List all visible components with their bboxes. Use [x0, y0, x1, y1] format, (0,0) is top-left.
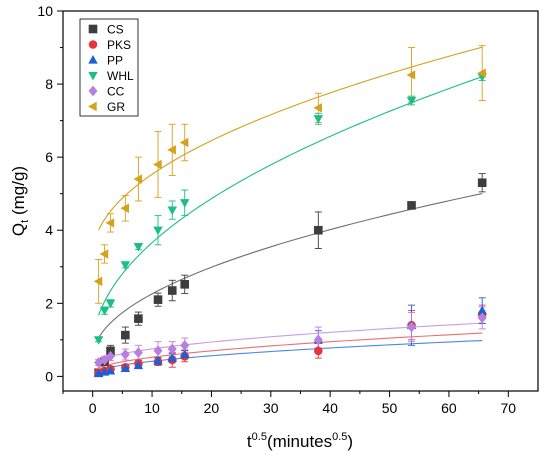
point-gr	[133, 174, 143, 184]
point-whl	[120, 261, 131, 270]
point-pp	[153, 356, 163, 365]
point-gr	[313, 103, 322, 113]
legend-marker-pks	[88, 40, 98, 49]
point-whl	[105, 299, 116, 309]
legend-label-gr: GR	[107, 100, 125, 114]
point-cs	[134, 314, 143, 323]
point-pp	[133, 360, 144, 370]
point-gr	[477, 68, 486, 78]
point-pp	[179, 349, 190, 359]
point-whl	[167, 206, 177, 216]
point-cs	[180, 280, 190, 289]
legend-label-cc: CC	[107, 85, 125, 99]
x-tick-label: 10	[144, 400, 160, 416]
y-tick-label: 4	[45, 222, 53, 238]
plot-area	[62, 10, 539, 392]
y-tick-label: 0	[45, 368, 53, 384]
y-axis-label-rest: (mg/g)	[9, 166, 28, 220]
point-cc	[313, 334, 323, 346]
point-gr	[406, 70, 416, 80]
fit-curve-cs	[98, 193, 483, 339]
point-pp	[120, 363, 131, 373]
point-cs	[121, 330, 130, 340]
y-tick-label: 6	[45, 149, 53, 165]
fit-curve-whl	[98, 76, 483, 316]
point-cs	[106, 346, 115, 356]
legend-marker-whl	[88, 71, 98, 81]
point-whl	[93, 336, 104, 345]
point-gr	[153, 159, 162, 170]
x-axis-label-sup: 0.5	[252, 431, 267, 443]
point-cc	[133, 347, 143, 359]
y-axis-label-sub: t	[19, 220, 31, 223]
point-whl	[406, 96, 417, 106]
x-tick-label: 70	[501, 400, 517, 416]
point-whl	[313, 115, 324, 124]
point-whl	[179, 199, 190, 208]
point-gr	[179, 137, 189, 148]
point-whl	[133, 243, 144, 252]
fit-curve-gr	[98, 46, 483, 231]
y-tick-label: 2	[45, 295, 53, 311]
legend-box	[79, 18, 139, 117]
x-tick-label: 0	[89, 400, 97, 416]
point-whl	[99, 306, 110, 316]
legend-label-pp: PP	[107, 54, 123, 68]
x-tick-label: 30	[263, 400, 279, 416]
legend-marker-cs	[88, 24, 98, 34]
legend-label-whl: WHL	[107, 69, 134, 83]
fit-curves	[98, 46, 483, 371]
x-tick-label: 40	[322, 400, 338, 416]
x-axis-label: t0.5(minutes0.5)	[247, 431, 353, 451]
point-pks	[314, 346, 323, 356]
y-axis-label-base: Q	[9, 223, 28, 236]
x-tick-label: 60	[441, 400, 457, 416]
point-gr	[93, 276, 103, 287]
legend-marker-gr	[88, 101, 97, 112]
point-cc	[120, 349, 130, 360]
y-tick-label: 8	[45, 76, 53, 92]
x-axis-label-paren-open: (minutes	[267, 432, 332, 451]
point-gr	[120, 203, 129, 214]
point-cs	[153, 295, 163, 304]
point-cc	[153, 345, 163, 357]
legend-marker-cc	[88, 85, 98, 97]
y-tick-label: 10	[37, 3, 53, 19]
point-cc	[105, 350, 116, 362]
point-cc	[477, 312, 487, 324]
x-tick-label: 50	[382, 400, 398, 416]
point-pp	[477, 305, 487, 315]
fit-curve-pks	[98, 332, 483, 369]
point-whl	[153, 226, 163, 236]
y-axis-label: Qt (mg/g)	[9, 166, 31, 236]
point-pp	[167, 353, 177, 362]
point-cc	[407, 321, 417, 333]
x-tick-label: 20	[204, 400, 220, 416]
point-cc	[167, 343, 177, 355]
point-cs	[477, 178, 487, 188]
point-pp	[105, 365, 116, 375]
x-axis-label-paren-sup: 0.5	[332, 431, 347, 443]
legend-marker-pp	[88, 55, 98, 64]
data-points	[93, 68, 487, 378]
point-gr	[105, 218, 115, 228]
point-cs	[167, 286, 177, 295]
axes: 0 10 20 30 40 50 60 70 0 2 4 6 8 10	[37, 3, 516, 416]
point-gr	[99, 249, 109, 259]
point-gr	[167, 145, 176, 155]
x-axis-label-paren-close: )	[347, 432, 353, 451]
point-cc	[180, 339, 190, 351]
point-cs	[314, 225, 323, 235]
legend-label-pks: PKS	[107, 38, 131, 52]
point-cs	[407, 201, 416, 210]
legend-label-cs: CS	[107, 23, 124, 37]
x-axis-label-base: t	[247, 432, 252, 451]
